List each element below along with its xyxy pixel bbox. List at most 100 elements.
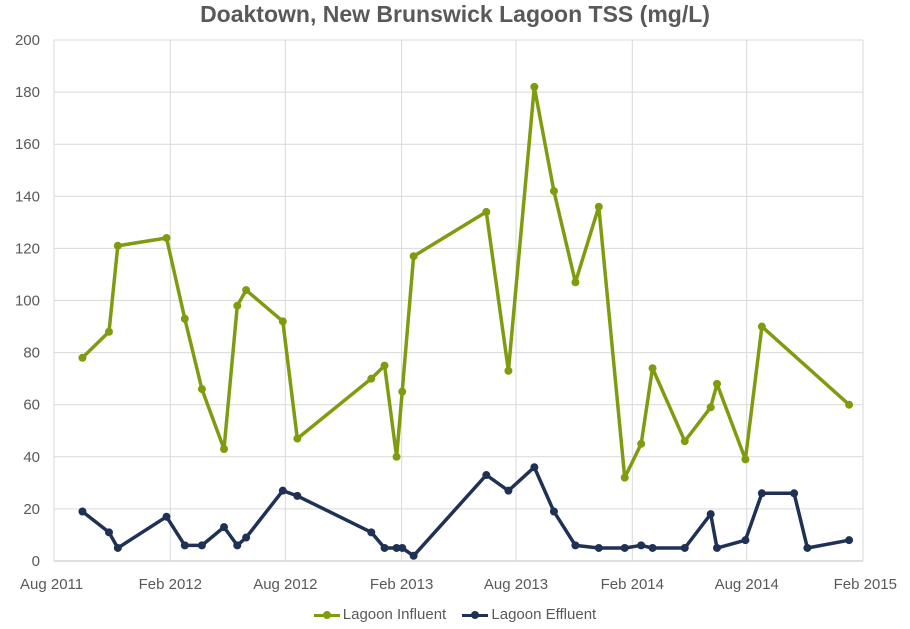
data-point	[741, 455, 750, 464]
data-point	[713, 543, 722, 552]
data-point	[233, 301, 242, 310]
series-layer	[78, 82, 854, 560]
data-point	[392, 452, 401, 461]
data-point	[220, 523, 229, 532]
data-point	[637, 439, 646, 448]
data-point	[845, 400, 854, 409]
data-point	[242, 286, 251, 295]
data-point	[482, 207, 491, 216]
data-point	[278, 317, 287, 326]
legend-item-effluent: Lagoon Effluent	[462, 606, 596, 623]
y-axis-ticks: 0 20 40 60 80 100 120 140 160 180 200	[15, 32, 40, 570]
x-axis-ticks: Aug 2011 Feb 2012 Aug 2012 Feb 2013 Aug 2013…	[20, 576, 897, 593]
chart-title: Doaktown, New Brunswick Lagoon TSS (mg/L…	[200, 1, 710, 27]
data-point	[504, 486, 513, 495]
data-point	[220, 444, 229, 453]
data-point	[530, 463, 539, 472]
data-point	[648, 543, 657, 552]
data-point	[392, 543, 401, 552]
legend-item-influent: Lagoon Influent	[313, 606, 447, 623]
data-point	[409, 551, 418, 560]
series-line	[81, 85, 851, 480]
data-point	[113, 543, 122, 552]
data-point	[197, 541, 206, 550]
data-point	[648, 364, 657, 373]
y-tick-label: 200	[15, 32, 40, 49]
data-point	[398, 543, 407, 552]
data-point	[409, 252, 418, 261]
data-point	[713, 379, 722, 388]
data-point	[571, 278, 580, 287]
series-line	[81, 465, 850, 558]
data-point	[180, 314, 189, 323]
legend-swatch-influent	[313, 608, 340, 622]
x-tick-label: Feb 2014	[601, 576, 664, 593]
series-1	[78, 463, 854, 560]
data-point	[680, 437, 689, 446]
data-point	[504, 366, 513, 375]
data-point	[278, 486, 287, 495]
data-point	[594, 202, 603, 211]
y-tick-label: 140	[15, 188, 40, 205]
data-point	[398, 387, 407, 396]
y-tick-label: 0	[32, 553, 40, 570]
data-point	[78, 353, 87, 362]
data-point	[530, 82, 539, 91]
legend-label-effluent: Lagoon Effluent	[491, 606, 597, 623]
data-point	[78, 507, 87, 516]
data-point	[104, 327, 113, 336]
data-point	[706, 403, 715, 412]
y-tick-label: 40	[23, 449, 40, 466]
y-tick-label: 60	[23, 397, 40, 414]
x-tick-label: Aug 2011	[20, 576, 83, 593]
data-point	[293, 434, 302, 443]
data-point	[790, 489, 799, 498]
data-point	[162, 512, 171, 521]
data-point	[757, 322, 766, 331]
data-point	[197, 385, 206, 394]
legend-swatch-effluent	[462, 608, 489, 622]
data-point	[571, 541, 580, 550]
gridlines	[53, 39, 864, 562]
data-point	[113, 241, 122, 250]
data-point	[367, 374, 376, 383]
data-point	[845, 536, 854, 545]
data-point	[104, 528, 113, 537]
y-tick-label: 80	[23, 345, 40, 362]
data-point	[242, 533, 251, 542]
data-point	[293, 491, 302, 500]
y-tick-label: 160	[15, 136, 40, 153]
data-point	[620, 473, 629, 482]
data-point	[380, 543, 389, 552]
x-tick-label: Aug 2012	[253, 576, 317, 593]
data-point	[680, 543, 689, 552]
data-point	[803, 543, 812, 552]
data-point	[741, 536, 750, 545]
y-tick-label: 120	[15, 240, 40, 257]
data-point	[180, 541, 189, 550]
x-tick-label: Feb 2015	[834, 576, 897, 593]
y-tick-label: 180	[15, 84, 40, 101]
data-point	[620, 543, 629, 552]
x-tick-label: Aug 2013	[484, 576, 548, 593]
series-0	[78, 82, 854, 482]
data-point	[549, 187, 558, 196]
data-point	[594, 543, 603, 552]
data-point	[706, 510, 715, 519]
x-tick-label: Feb 2013	[370, 576, 433, 593]
y-tick-label: 20	[23, 501, 40, 518]
data-point	[637, 541, 646, 550]
data-point	[549, 507, 558, 516]
y-tick-label: 100	[15, 293, 40, 310]
data-point	[233, 541, 242, 550]
data-point	[367, 528, 376, 537]
data-point	[162, 233, 171, 242]
legend: Lagoon Influent Lagoon Effluent	[0, 606, 910, 626]
data-point	[380, 361, 389, 370]
x-tick-label: Aug 2014	[715, 576, 779, 593]
x-tick-label: Feb 2012	[139, 576, 202, 593]
data-point	[482, 471, 491, 480]
data-point	[757, 489, 766, 498]
legend-label-influent: Lagoon Influent	[342, 606, 447, 623]
